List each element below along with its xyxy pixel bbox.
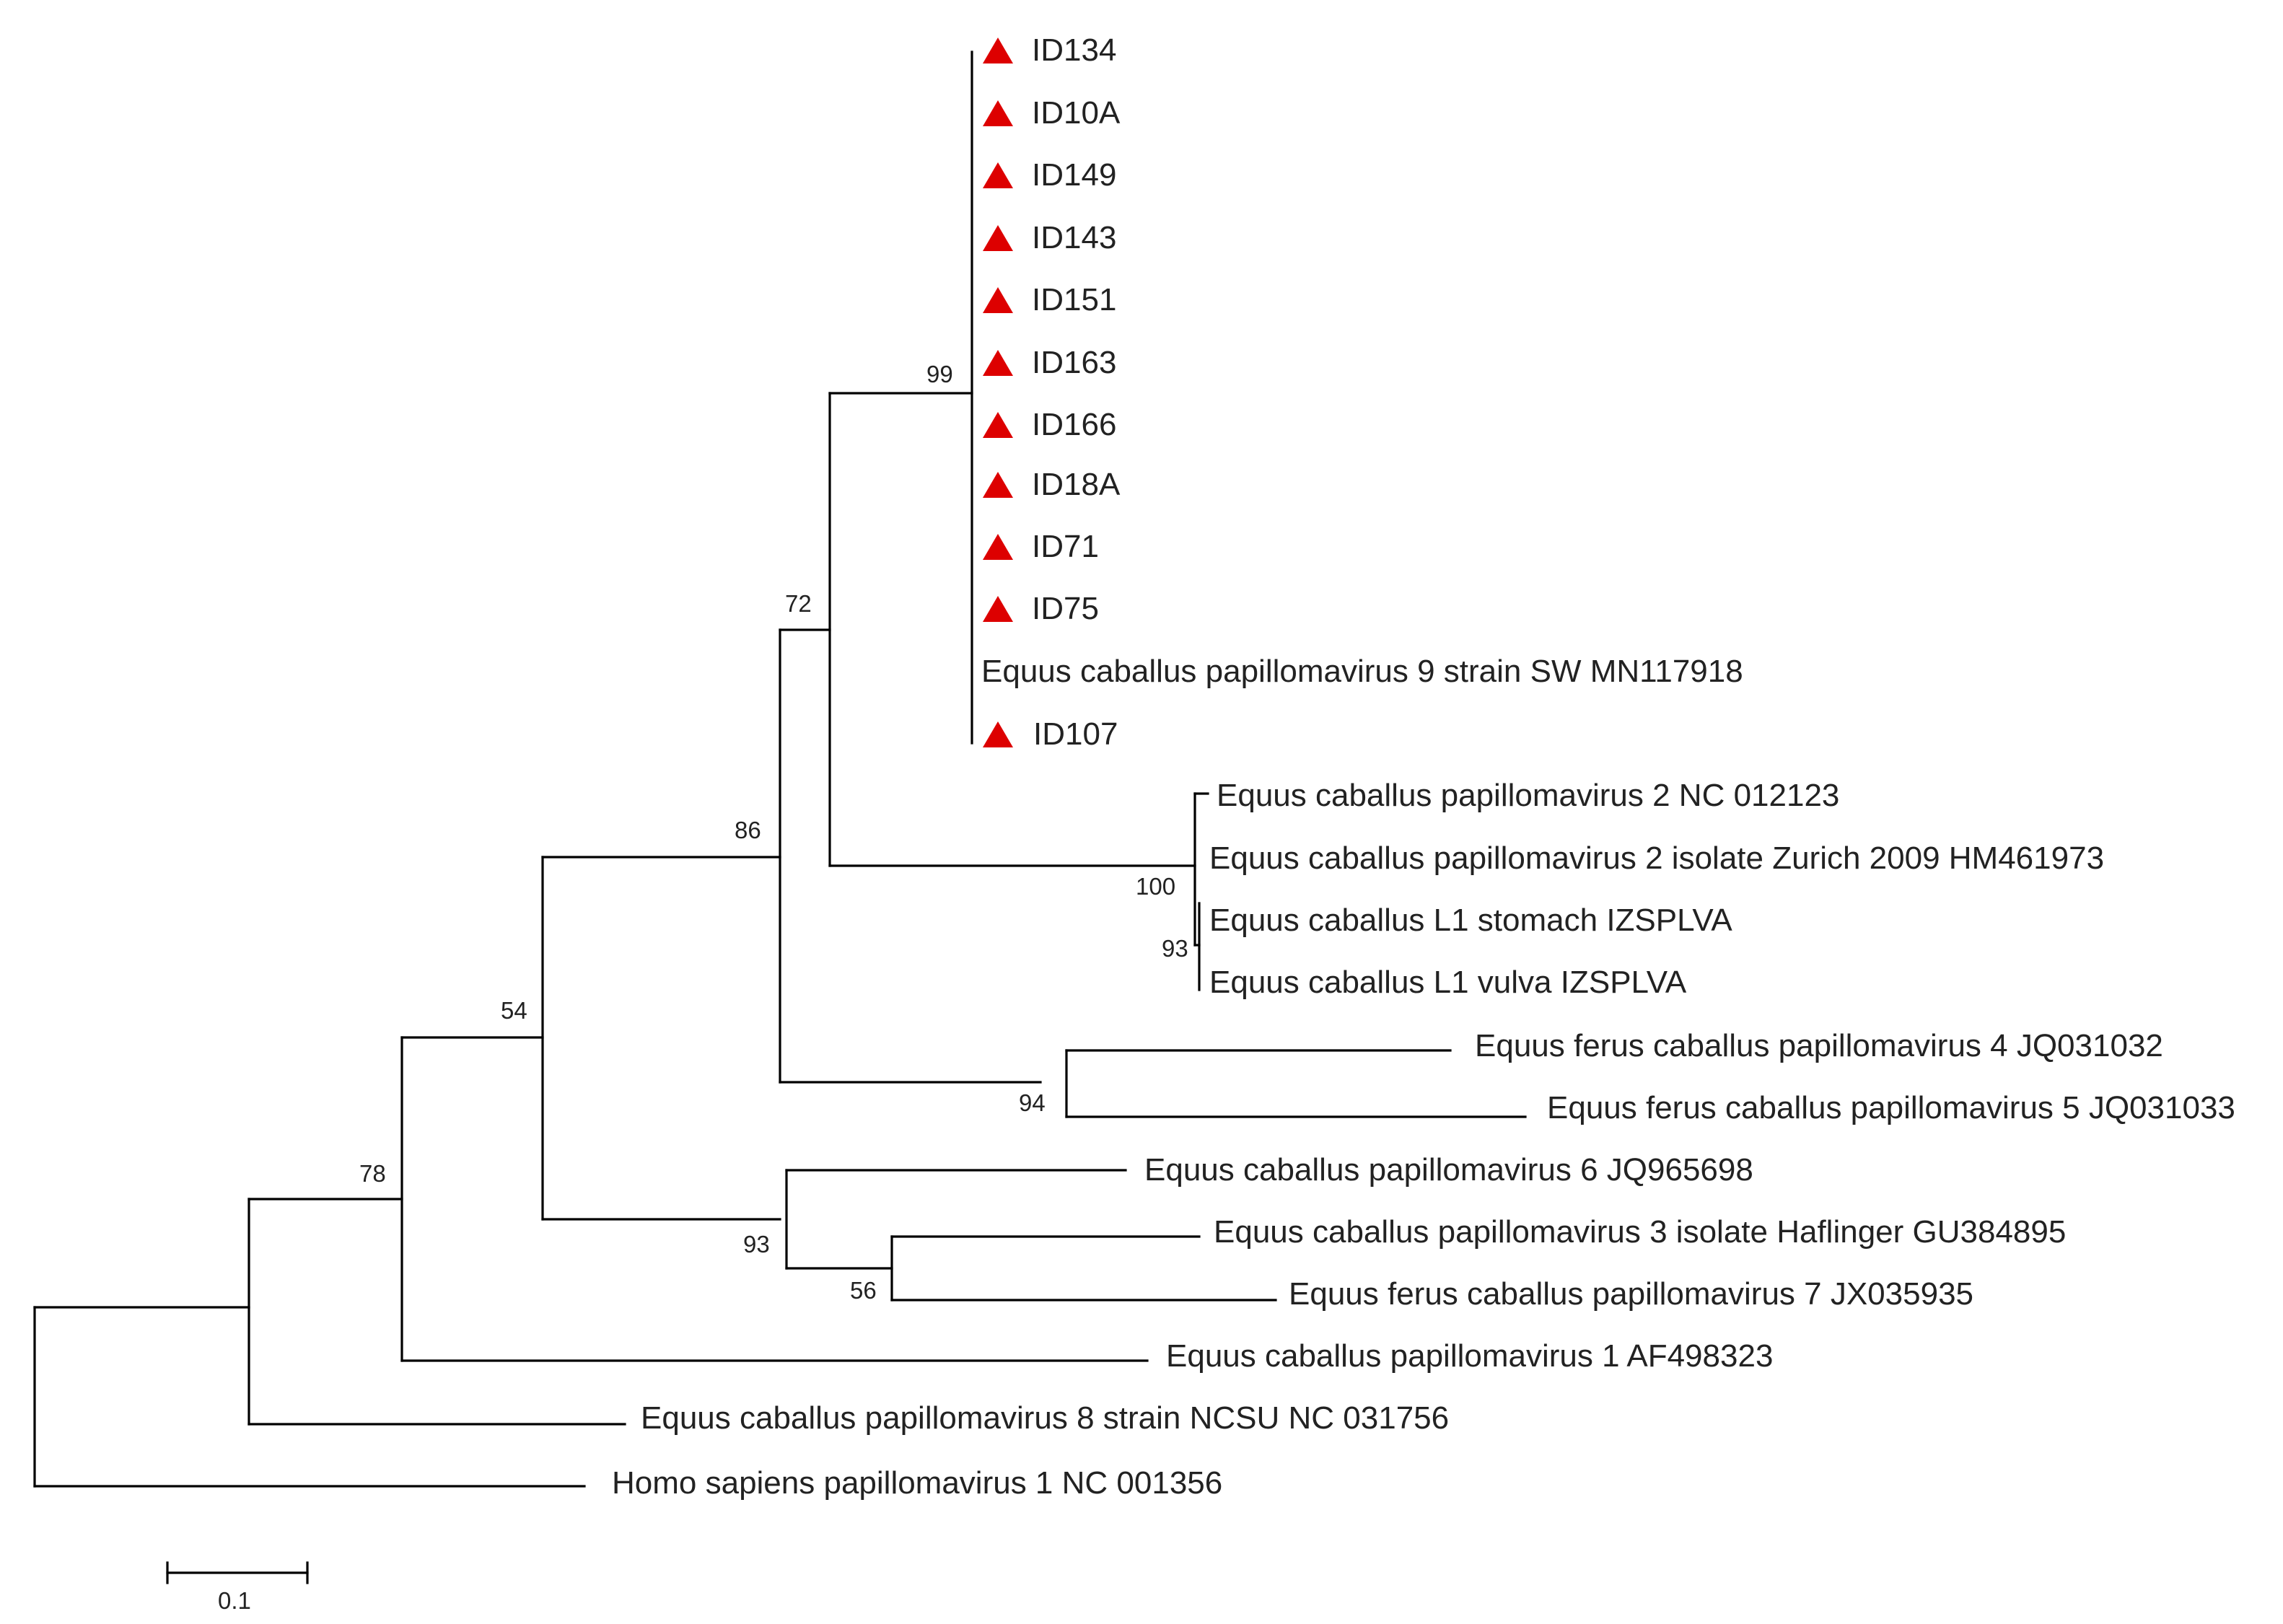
leaf-label: ID163 [1032,345,1116,380]
triangle-marker-icon [983,412,1013,438]
bootstrap-value: 99 [926,361,953,387]
leaf-label: ID75 [1032,591,1099,626]
leaf-label: Equus ferus caballus papillomavirus 7 JX… [1289,1276,1973,1312]
triangle-marker-icon [983,287,1013,313]
leaf-label: Equus caballus papillomavirus 2 NC 01212… [1217,778,1839,813]
leaf-label: ID143 [1032,220,1116,255]
leaf-label: ID10A [1032,95,1121,131]
bootstrap-value: 100 [1136,873,1175,900]
bootstrap-value: 94 [1019,1089,1046,1116]
leaf-label: ID166 [1032,407,1116,442]
leaf-label: Equus caballus papillomavirus 9 strain S… [981,654,1743,689]
leaf-label: Equus caballus L1 stomach IZSPLVA [1209,903,1732,938]
triangle-marker-icon [983,100,1013,126]
triangle-marker-icon [983,472,1013,498]
leaf-label: ID151 [1032,282,1116,317]
leaf-label: ID71 [1032,529,1099,564]
triangle-marker-icon [983,162,1013,188]
leaf-labels: ID134 ID10A ID149 ID143 ID151 ID163 ID16… [612,32,2235,1501]
bootstrap-value: 93 [743,1231,770,1257]
triangle-marker-icon [983,350,1013,376]
leaf-label: Equus ferus caballus papillomavirus 5 JQ… [1547,1090,2235,1125]
leaf-label: Equus ferus caballus papillomavirus 4 JQ… [1475,1028,2163,1063]
leaf-label: Equus caballus papillomavirus 1 AF498323 [1166,1338,1773,1374]
leaf-label: ID149 [1032,157,1116,193]
triangle-marker-icon [983,534,1013,560]
bootstrap-values: 99 72 86 54 78 100 93 94 93 56 [359,361,1188,1304]
bootstrap-value: 56 [850,1277,877,1304]
leaf-label: Equus caballus papillomavirus 6 JQ965698 [1144,1152,1753,1188]
scale-bar-label: 0.1 [218,1587,251,1614]
leaf-label: Equus caballus papillomavirus 8 strain N… [641,1400,1449,1436]
leaf-label: Equus caballus papillomavirus 2 isolate … [1209,840,2104,876]
triangle-marker-icon [983,38,1013,63]
leaf-label: Equus caballus L1 vulva IZSPLVA [1209,965,1687,1000]
tree-branches [33,51,1527,1488]
bootstrap-value: 93 [1162,935,1188,962]
bootstrap-value: 86 [735,817,761,843]
bootstrap-value: 72 [785,590,812,617]
bootstrap-value: 78 [359,1160,386,1187]
leaf-label: Homo sapiens papillomavirus 1 NC 001356 [612,1465,1222,1501]
triangle-marker-icon [983,721,1013,747]
triangle-marker-icon [983,225,1013,251]
triangle-marker-icon [983,596,1013,622]
leaf-label: ID107 [1033,716,1118,752]
leaf-label: Equus caballus papillomavirus 3 isolate … [1214,1214,2066,1250]
leaf-label: ID134 [1032,32,1116,68]
sample-markers [983,38,1013,747]
scale-bar: 0.1 [166,1561,309,1614]
leaf-label: ID18A [1032,467,1121,502]
bootstrap-value: 54 [501,997,527,1024]
